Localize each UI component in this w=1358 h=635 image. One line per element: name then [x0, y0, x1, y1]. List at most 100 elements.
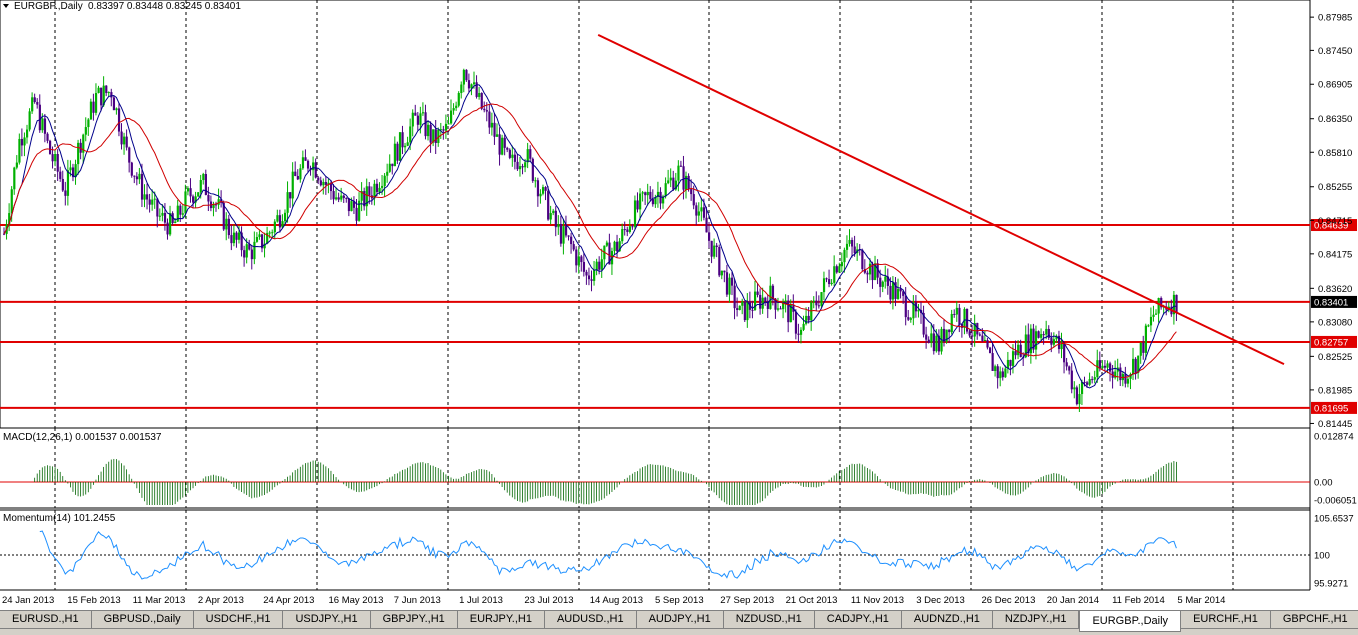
candle-body [1040, 334, 1043, 338]
candle-body [327, 182, 330, 185]
chart-tab[interactable]: AUDNZD.,H1 [901, 611, 993, 629]
candle-body [156, 198, 159, 217]
candle-body [863, 269, 867, 273]
candle-body [705, 217, 708, 233]
candle-body [685, 175, 688, 190]
candle-body [534, 180, 537, 182]
candle-body [978, 334, 981, 336]
candle-body [199, 180, 202, 193]
price-tick-label: 0.83080 [1318, 317, 1352, 328]
candle-body [381, 185, 384, 188]
candle-body [1017, 344, 1020, 356]
candle-body [1175, 294, 1178, 313]
candle-body [268, 232, 271, 234]
candle-body [56, 154, 59, 172]
chart-tab[interactable]: EURUSD.,H1 [0, 611, 92, 629]
candle-body [296, 175, 299, 180]
candle-body [100, 87, 103, 106]
candle-body [483, 108, 486, 111]
candle-body [1006, 359, 1010, 369]
candle-body [1075, 387, 1079, 405]
candle-body [368, 186, 371, 196]
candle-body [524, 162, 527, 168]
candle-body [575, 249, 578, 266]
candle-body [1009, 359, 1012, 366]
date-tick-label: 11 Feb 2014 [1112, 595, 1165, 606]
chart-tab[interactable]: NZDUSD.,H1 [723, 611, 815, 629]
candle-body [636, 200, 639, 210]
chart-tab[interactable]: NZDJPY.,H1 [992, 611, 1080, 629]
candle-body [590, 279, 593, 281]
candle-body [8, 213, 11, 225]
candle-body [654, 196, 657, 205]
candle-body [613, 241, 616, 251]
candle-body [54, 154, 57, 162]
candle-body [672, 177, 675, 190]
candle-body [105, 85, 108, 93]
candle-body [215, 204, 218, 206]
candle-body [1160, 297, 1163, 308]
chart-tab-bar: EURUSD.,H1 GBPUSD.,Daily USDCHF.,H1 USDJPY.… [0, 610, 1358, 635]
candle-body [192, 196, 195, 203]
chart-tab[interactable]: USDCHF.,H1 [193, 611, 284, 629]
candle-body [128, 147, 131, 163]
candle-body [480, 93, 483, 109]
chart-tab[interactable]: AUDUSD.,H1 [544, 611, 637, 629]
candle-body [319, 180, 322, 186]
chart-tab[interactable]: GBPCHF.,H1 [1270, 611, 1358, 629]
candle-body [521, 166, 524, 168]
candle-body [383, 175, 386, 186]
indicator-labels: MACD(12,26,1) 0.001537 0.001537 Momentum… [3, 432, 162, 524]
candle-body [733, 285, 736, 309]
candle-body [20, 138, 24, 146]
candle-body [266, 232, 269, 244]
chart-tab[interactable]: CADJPY.,H1 [814, 611, 902, 629]
candle-body [692, 194, 695, 206]
candle-body [631, 226, 634, 228]
indicator-tick-label: 0.012874 [1314, 432, 1354, 443]
candle-body [1119, 367, 1122, 381]
candle-body [442, 129, 445, 131]
chart-tab[interactable]: USDJPY.,H1 [283, 611, 371, 629]
candle-body [375, 183, 379, 193]
candle-body [225, 218, 228, 230]
ohlc-readout: 0.83397 0.83448 0.83245 0.83401 [88, 1, 241, 12]
candle-body [304, 157, 307, 161]
candle-body [271, 232, 274, 234]
candle-body [564, 226, 568, 236]
chart-tab[interactable]: GBPUSD.,Daily [91, 611, 194, 629]
chart-tab[interactable]: EURGBP.,Daily [1079, 611, 1182, 632]
chart-tab[interactable]: GBPJPY.,H1 [370, 611, 458, 629]
candle-body [153, 198, 156, 200]
candle-body [774, 298, 777, 310]
candle-body [1086, 382, 1089, 385]
date-tick-label: 3 Dec 2013 [916, 595, 965, 606]
price-tick-label: 0.85810 [1318, 148, 1352, 159]
date-tick-label: 5 Sep 2013 [655, 595, 704, 606]
candle-body [776, 308, 780, 310]
chart-tab[interactable]: EURJPY.,H1 [457, 611, 545, 629]
candle-body [66, 170, 70, 196]
candle-body [490, 122, 494, 128]
date-tick-label: 14 Aug 2013 [590, 595, 643, 606]
candle-body [799, 329, 803, 335]
chart-tab[interactable]: EURCHF.,H1 [1181, 611, 1271, 629]
candle-body [235, 232, 238, 240]
candle-body [230, 235, 233, 244]
candle-body [358, 200, 361, 221]
candle-body [751, 309, 754, 311]
candle-body [146, 194, 149, 200]
momentum-panel [39, 530, 1177, 580]
candle-body [71, 167, 75, 178]
candle-body [639, 193, 642, 210]
candle-body [935, 335, 938, 352]
chart-tab[interactable]: AUDJPY.,H1 [636, 611, 724, 629]
candle-body [437, 129, 440, 143]
candle-body [238, 232, 241, 240]
candle-body [92, 101, 95, 113]
candle-body [718, 246, 721, 276]
candle-body [659, 191, 662, 204]
candle-body [179, 205, 182, 215]
macd-panel [34, 458, 1177, 505]
